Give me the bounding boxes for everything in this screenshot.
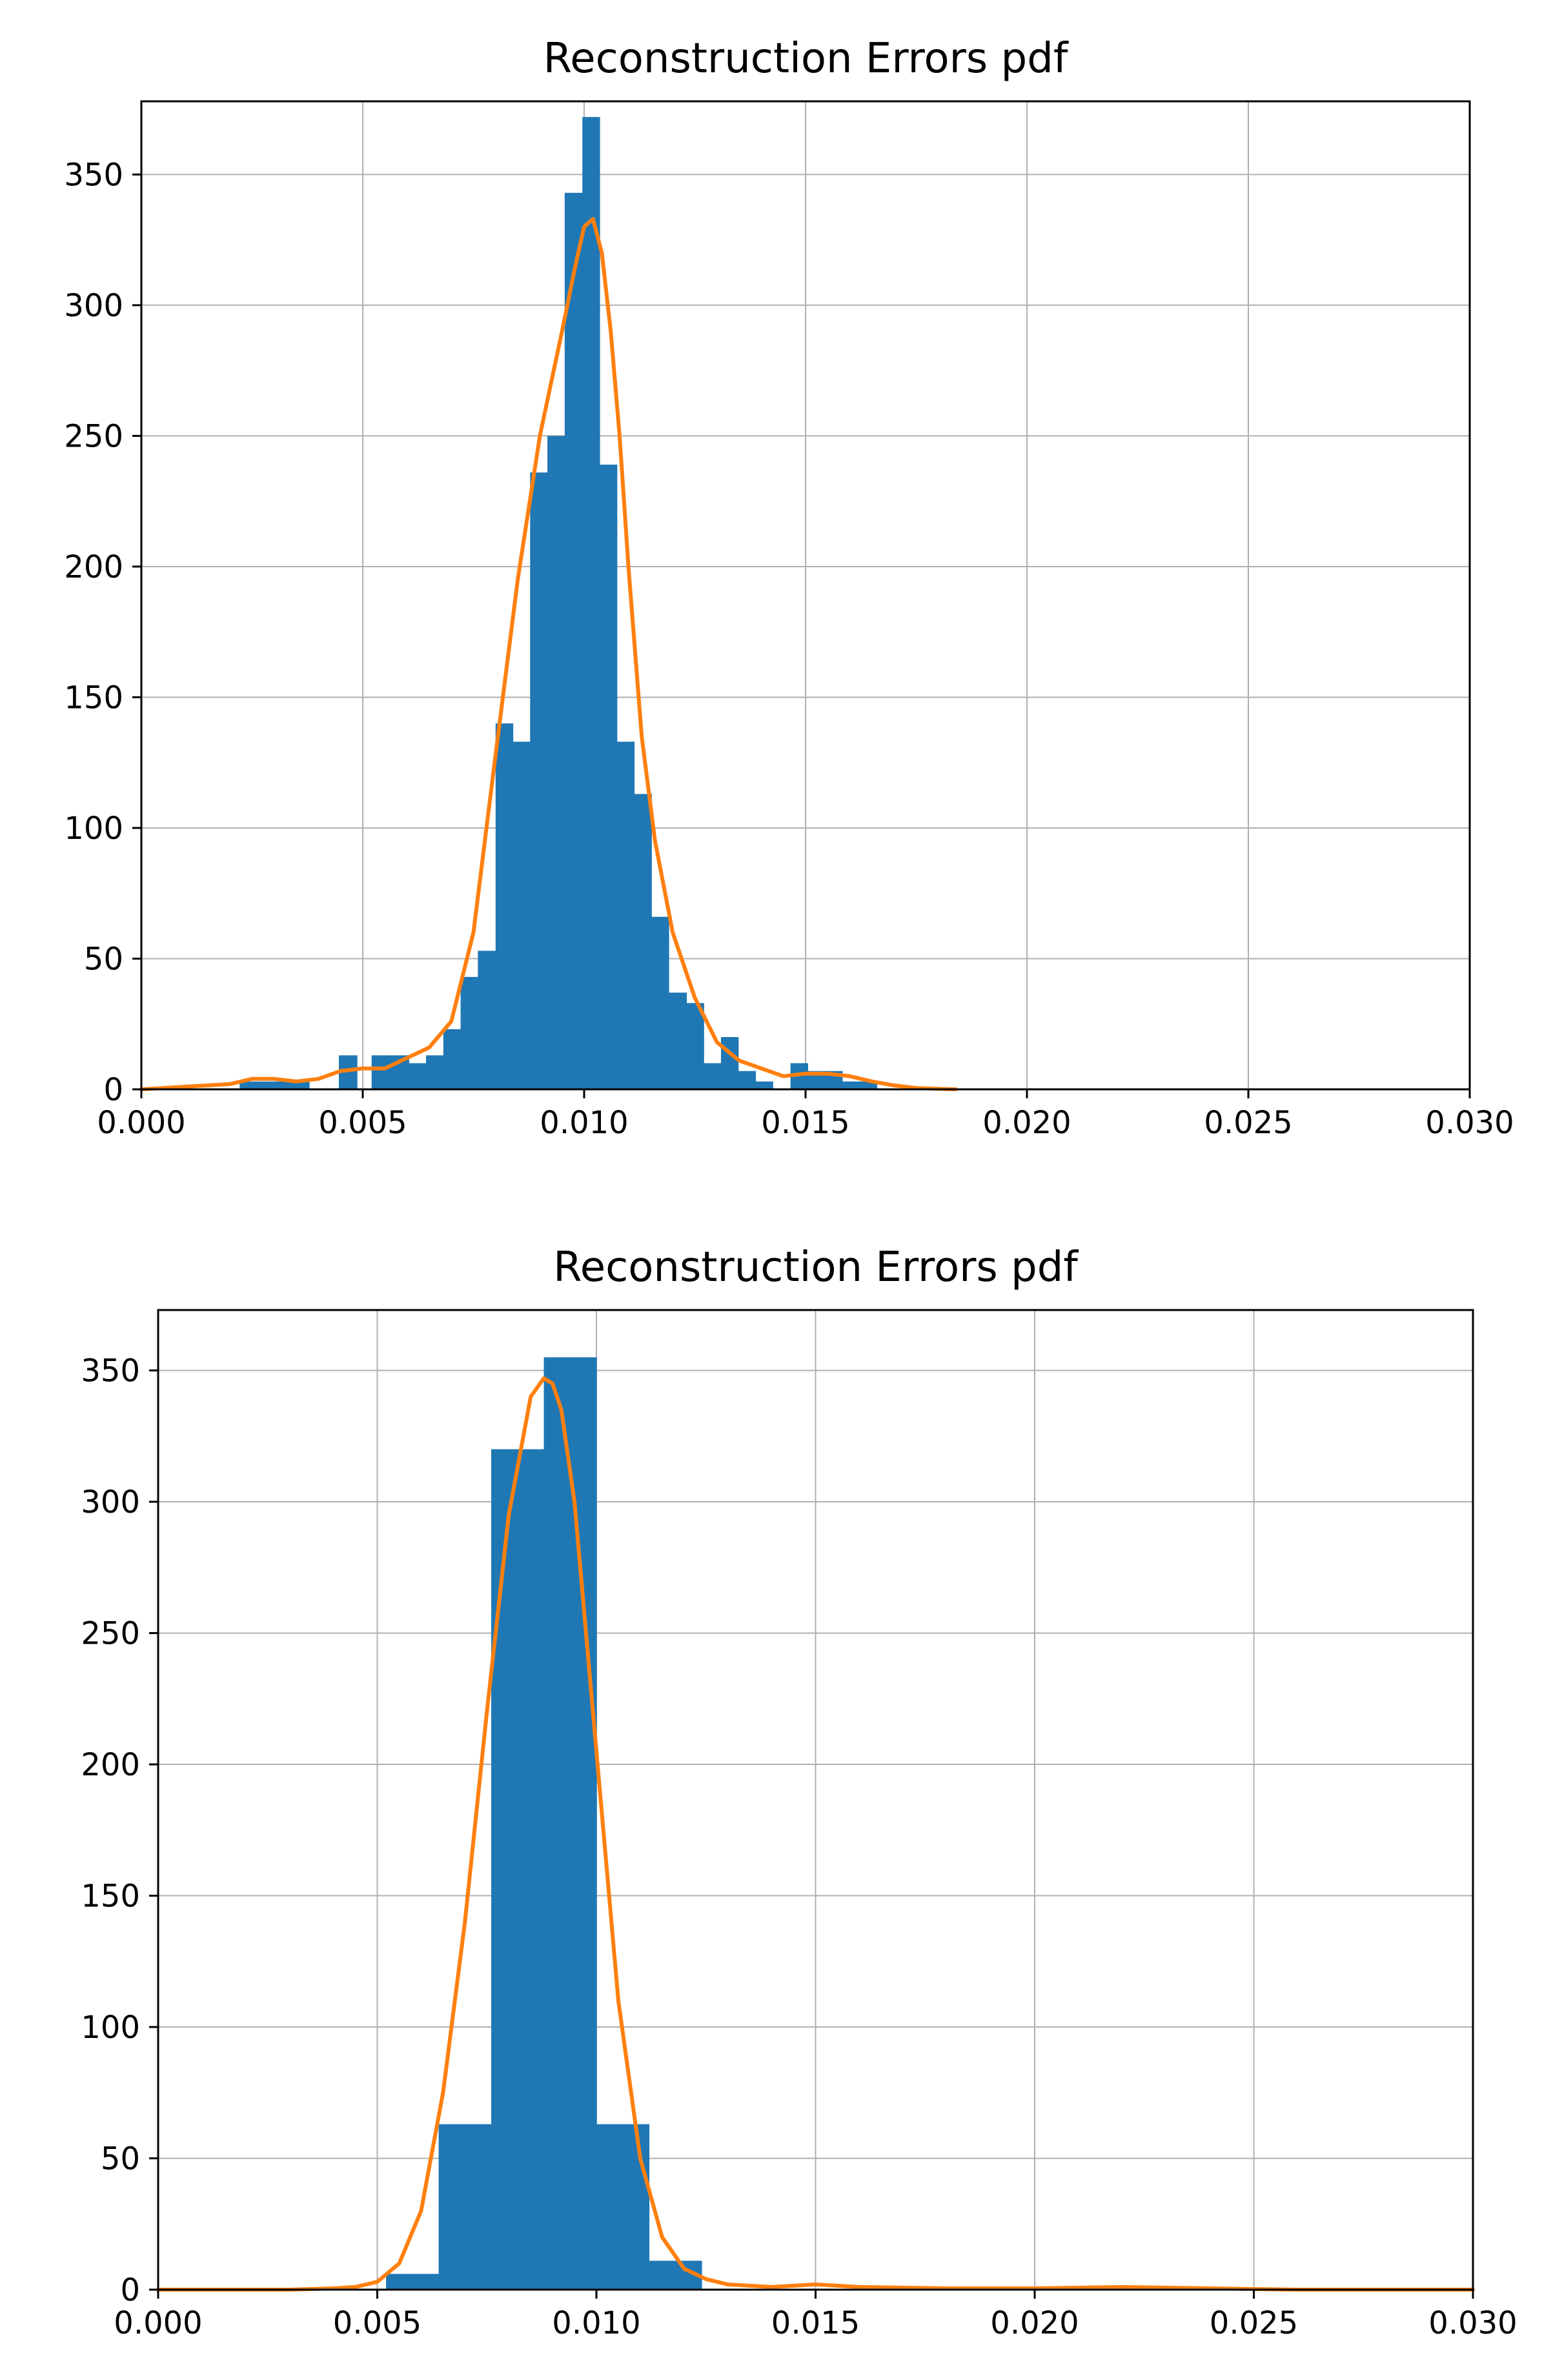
y-tick-label: 250 — [64, 418, 123, 454]
y-tick-label: 350 — [64, 157, 123, 193]
histogram-bars — [239, 117, 878, 1089]
histogram-bar — [582, 117, 600, 1089]
chart-panel-1: Reconstruction Errors pdf 0.000 0.005 0.010… — [64, 35, 1514, 1141]
y-tick-label: 0 — [103, 1072, 123, 1108]
chart-title: Reconstruction Errors pdf — [543, 35, 1069, 83]
histogram-bar — [600, 464, 618, 1089]
x-tick-label: 0.010 — [552, 2305, 640, 2341]
y-tick-label: 300 — [81, 1484, 140, 1520]
y-tick-label: 50 — [101, 2141, 140, 2177]
histogram-bar — [755, 1081, 773, 1089]
y-tick-label: 150 — [81, 1879, 140, 1915]
x-tick-label: 0.000 — [97, 1105, 185, 1141]
histogram-bar — [495, 723, 514, 1089]
histogram-bar — [239, 1081, 258, 1089]
histogram-bar — [669, 993, 687, 1089]
x-tick-label: 0.015 — [761, 1105, 849, 1141]
y-tick-label: 50 — [84, 941, 123, 977]
y-tick-label: 300 — [64, 288, 123, 324]
histogram-bar — [616, 741, 635, 1089]
histogram-bar — [438, 2124, 492, 2290]
x-tick-label: 0.030 — [1425, 1105, 1514, 1141]
histogram-bar — [720, 1036, 739, 1089]
x-tick-label: 0.010 — [540, 1105, 628, 1141]
y-tick-label: 0 — [120, 2272, 140, 2308]
x-tick-label: 0.020 — [982, 1105, 1071, 1141]
histogram-bars — [386, 1357, 702, 2290]
kde-line — [139, 217, 959, 1091]
chart-title: Reconstruction Errors pdf — [553, 1244, 1079, 1291]
grid — [141, 101, 1470, 1090]
histogram-bar — [274, 1081, 292, 1089]
y-tick-label: 150 — [64, 680, 123, 716]
histogram-bar — [460, 976, 478, 1089]
histogram-bar — [649, 2261, 702, 2290]
histogram-bar — [738, 1071, 756, 1089]
x-tick-label: 0.025 — [1210, 2305, 1298, 2341]
histogram-bar — [704, 1063, 722, 1089]
x-tick-label: 0.005 — [333, 2305, 421, 2341]
histogram-bar — [478, 951, 496, 1089]
y-tick-label: 200 — [81, 1747, 140, 1783]
x-tick-label: 0.005 — [318, 1105, 407, 1141]
y-tick-label: 100 — [81, 2010, 140, 2046]
histogram-bar — [634, 794, 652, 1089]
x-tick-label: 0.020 — [990, 2305, 1079, 2341]
histogram-bar — [371, 1055, 392, 1089]
histogram-bar — [686, 1003, 704, 1089]
histogram-bar — [292, 1081, 310, 1089]
x-tick-label: 0.015 — [771, 2305, 860, 2341]
histogram-bar — [651, 916, 669, 1089]
y-tick-label: 100 — [64, 811, 123, 847]
histogram-bar — [409, 1063, 427, 1089]
chart-panel-2: Reconstruction Errors pdf 0.000 0.005 0.010… — [81, 1244, 1517, 2341]
kde-line — [156, 1376, 1475, 2292]
x-tick-label: 0.025 — [1204, 1105, 1292, 1141]
histogram-bar — [491, 1449, 545, 2290]
histogram-bar — [530, 472, 548, 1089]
grid — [157, 1310, 1474, 2290]
histogram-bar — [426, 1055, 444, 1089]
histogram-bar — [257, 1081, 276, 1089]
y-tick-label: 200 — [64, 549, 123, 585]
histogram-bar — [443, 1029, 462, 1089]
x-tick-label: 0.000 — [114, 2305, 202, 2341]
y-tick-label: 350 — [81, 1353, 140, 1389]
histogram-bar — [596, 2124, 650, 2290]
histogram-bar — [513, 741, 531, 1089]
histogram-bar — [547, 436, 565, 1089]
y-tick-label: 250 — [81, 1616, 140, 1652]
histogram-bar — [543, 1357, 597, 2290]
histogram-bar — [842, 1081, 860, 1089]
histogram-bar — [564, 192, 583, 1089]
histogram-bar — [386, 2274, 440, 2290]
x-tick-label: 0.030 — [1428, 2305, 1517, 2341]
